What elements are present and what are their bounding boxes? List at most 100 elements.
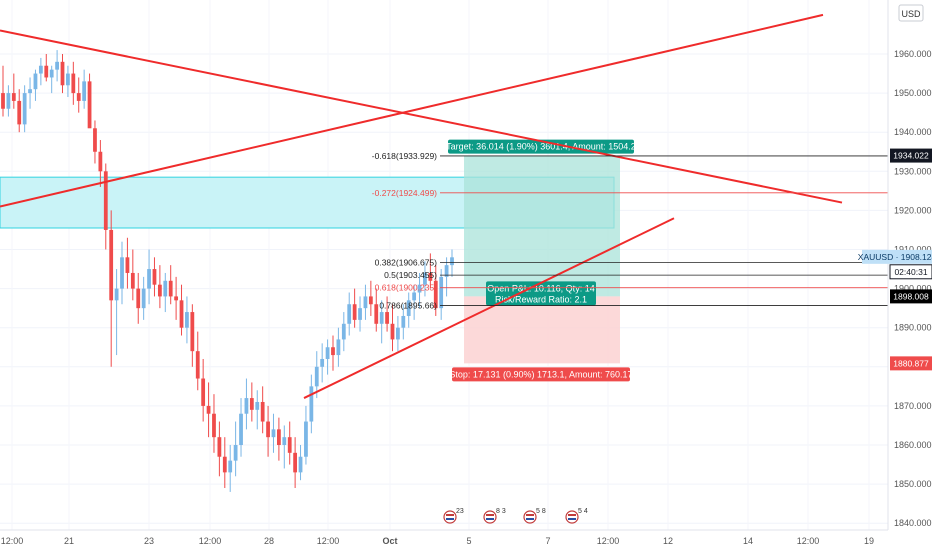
- fib-label: 0.5(1903.455): [384, 270, 437, 280]
- price-tag-box: [889, 264, 932, 280]
- candle-body: [60, 61, 65, 86]
- candle-body: [428, 272, 433, 281]
- y-tick-label: 1910.000: [894, 245, 932, 255]
- us-flag-icon[interactable]: [565, 510, 579, 524]
- flag-stripe: [446, 518, 454, 520]
- x-tick-label: 28: [264, 536, 274, 546]
- candle-body: [379, 312, 384, 324]
- candles: [1, 50, 454, 492]
- candle-body: [201, 378, 206, 406]
- candle-body: [417, 284, 422, 293]
- y-tick-label: 1900.000: [894, 284, 932, 294]
- flag-stripe: [568, 514, 576, 516]
- candle-body: [114, 288, 119, 301]
- candle-body: [385, 312, 389, 324]
- fibonacci-levels[interactable]: -0.618(1933.929) -0.272(1924.499) 0.382(19…: [372, 151, 888, 311]
- price-tags: 1934.022 XAUUSD · 1908.124 02:40:31 1898.00…: [858, 148, 932, 371]
- candle-body: [11, 93, 16, 101]
- us-flag-icon[interactable]: [443, 510, 457, 524]
- x-tick-label: 12:00: [317, 536, 340, 546]
- price-tag: 1898.008: [893, 291, 929, 301]
- candle-body: [76, 93, 81, 101]
- candle-body: [212, 413, 216, 438]
- x-tick-label: 12: [663, 536, 673, 546]
- fib-label: 0.618(1900.235): [375, 283, 438, 293]
- candle-body: [412, 292, 417, 301]
- trendline[interactable]: [0, 13, 824, 208]
- event-count: 8 3: [496, 508, 506, 515]
- candle-body: [222, 456, 227, 473]
- target-zone[interactable]: [464, 155, 620, 297]
- candle-body: [314, 366, 319, 387]
- candle-body: [309, 386, 314, 422]
- event-count: 5 4: [578, 508, 588, 515]
- trendlines[interactable]: [0, 13, 843, 399]
- y-tick-label: 1890.000: [894, 323, 932, 333]
- candle-body: [195, 351, 200, 379]
- y-tick-label: 1920.000: [894, 205, 932, 215]
- candle-body: [266, 421, 270, 438]
- trendline[interactable]: [0, 29, 843, 204]
- candle-body: [374, 304, 379, 324]
- us-flag-icon[interactable]: [483, 510, 497, 524]
- candle-body: [1, 93, 5, 109]
- y-tick-label: 1870.000: [894, 401, 932, 411]
- us-flag-icon[interactable]: [523, 510, 537, 524]
- x-tick-label: 12:00: [797, 536, 820, 546]
- y-tick-label: 1850.000: [894, 479, 932, 489]
- candle-body: [125, 257, 130, 273]
- candle-body: [22, 93, 27, 125]
- candle-body: [152, 269, 157, 285]
- y-tick-label: 1840.000: [894, 518, 932, 528]
- price-tag: XAUUSD · 1908.124: [858, 252, 932, 262]
- candle-body: [401, 315, 406, 328]
- candle-body: [287, 437, 292, 453]
- candle-body: [179, 300, 184, 328]
- target-label: Target: 36.014 (1.90%) 3601.4, Amount: 1…: [446, 142, 636, 152]
- candle-body: [396, 327, 400, 340]
- candle-body: [325, 347, 330, 359]
- position-tool[interactable]: Target: 36.014 (1.90%) 3601.4, Amount: 1…: [446, 139, 636, 382]
- candle-body: [228, 460, 233, 473]
- candle-body: [336, 339, 341, 356]
- candle-body: [109, 229, 114, 301]
- candle-body: [439, 276, 444, 309]
- y-tick-label: 1940.000: [894, 127, 932, 137]
- time-axis[interactable]: 12:00 21 23 12:00 28 12:00 Oct 5 7 12:00 12 14 12:00…: [0, 529, 932, 550]
- candle-body: [433, 280, 438, 309]
- candle-body: [6, 93, 11, 109]
- pnl-label: Open P&L: 10.116, Qty: 14: [487, 283, 594, 293]
- x-tick-label: 5: [466, 536, 471, 546]
- price-tag: 02:40:31: [894, 267, 927, 277]
- candle-body: [450, 257, 454, 266]
- price-tag-box: [862, 249, 932, 264]
- currency-button[interactable]: [898, 4, 924, 22]
- flag-stripe: [526, 518, 534, 520]
- fib-label: -0.272(1924.499): [372, 188, 437, 198]
- candle-body: [185, 312, 189, 328]
- x-tick-label: 19: [864, 536, 874, 546]
- x-tick-label: 23: [144, 536, 154, 546]
- candle-body: [406, 300, 411, 316]
- candle-body: [363, 296, 368, 309]
- stop-zone[interactable]: [464, 296, 620, 364]
- candle-body: [157, 284, 162, 297]
- candle-body: [239, 413, 243, 445]
- candle-body: [120, 257, 124, 289]
- event-markers[interactable]: 23 8 3 5 8 5 4: [443, 508, 588, 524]
- trendline[interactable]: [303, 217, 675, 399]
- price-tag-box: [890, 148, 932, 163]
- price-tag: 1880.877: [893, 358, 929, 368]
- candle-body: [98, 151, 103, 172]
- candle-body: [331, 347, 335, 356]
- y-tick-label: 1950.000: [894, 88, 932, 98]
- flag-stripe: [568, 518, 576, 520]
- candle-body: [33, 73, 38, 90]
- candle-body: [293, 452, 298, 473]
- candle-body: [304, 421, 308, 457]
- candle-body: [130, 272, 135, 289]
- candle-body: [255, 401, 260, 410]
- candle-body: [141, 288, 146, 309]
- candle-body: [28, 89, 32, 94]
